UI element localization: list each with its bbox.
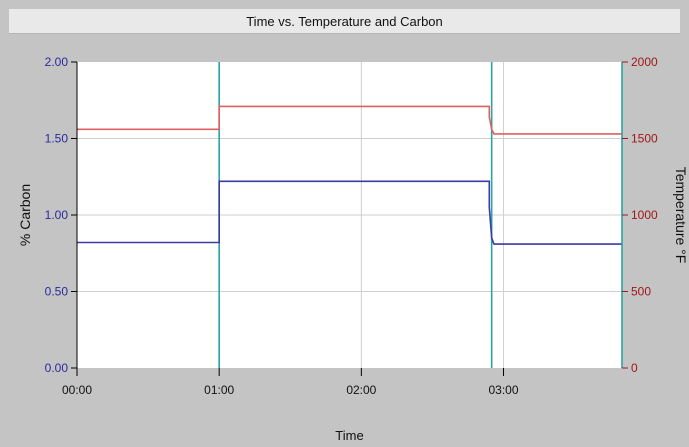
x-tick-label: 02:00 [346, 383, 376, 397]
axis-labels: 0.00 0.50 1.00 1.50 2.00 0 500 1000 1500 2000 00:0… [17, 55, 689, 443]
x-tick-label: 03:00 [489, 383, 519, 397]
x-tick-label: 00:00 [62, 383, 92, 397]
left-y-tick-label: 2.00 [45, 55, 69, 69]
temperature-line [77, 105, 622, 135]
chart-title: Time vs. Temperature and Carbon [9, 9, 680, 34]
left-y-tick-label: 0.50 [45, 285, 69, 299]
x-tick-label: 01:00 [204, 383, 234, 397]
carbon-line [77, 180, 622, 245]
right-y-tick-label: 1000 [631, 208, 658, 222]
right-y-tick-label: 2000 [631, 55, 658, 69]
right-y-tick-label: 1500 [631, 132, 658, 146]
right-y-tick-label: 0 [631, 361, 638, 375]
right-y-axis-title: Temperature °F [673, 167, 689, 264]
series-lines [77, 105, 622, 245]
axes [71, 61, 628, 376]
left-y-tick-label: 1.50 [45, 132, 69, 146]
left-y-axis-title: % Carbon [17, 184, 33, 246]
x-axis-title: Time [335, 428, 363, 443]
left-y-tick-label: 0.00 [45, 361, 69, 375]
right-y-tick-label: 500 [631, 285, 651, 299]
left-y-tick-label: 1.00 [45, 208, 69, 222]
